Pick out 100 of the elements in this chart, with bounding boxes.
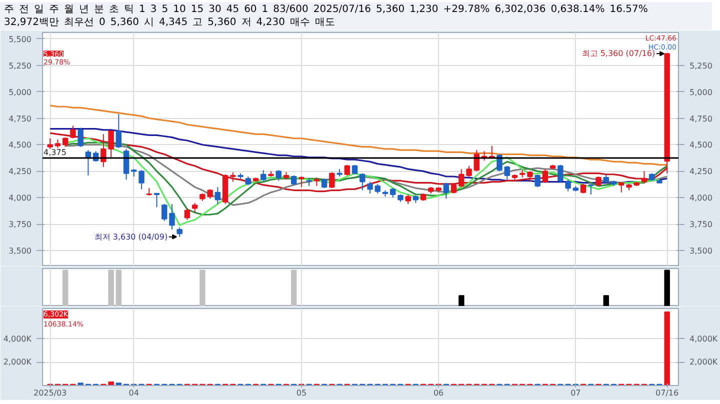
text: 5,360 [208,16,236,29]
y-tick-label: 4,750 [8,114,32,124]
bar [78,382,84,386]
candlestick [290,174,297,186]
text: 5 [162,3,168,16]
y-tick-label: 5,500 [8,34,32,44]
candlestick [443,182,450,200]
y2-tick-label: 5,000 [690,88,712,97]
y2-tick-label: 4,000 [690,194,712,203]
candlestick [496,154,502,172]
text: 초 [109,3,119,16]
text: 고 [192,16,203,29]
y-tick-label: 4,250 [8,167,32,176]
text: 32,972백만 [4,16,59,29]
text: 83/600 [273,3,308,16]
text: 0,638.14% [550,3,605,16]
text: 주 [4,3,14,16]
candlestick [230,172,236,182]
candlestick [154,192,160,208]
text: 매도 [314,16,335,29]
text: 6,302,036 [494,3,546,16]
y-tick-label: 3,750 [8,220,32,230]
x-tick-label: 07/16 [656,388,679,398]
x-tick-label: 05 [296,388,307,398]
candlestick [596,176,602,187]
candlestick [260,170,266,182]
text: 45 [226,3,240,16]
candlestick [70,125,76,139]
text: 전 [19,3,29,16]
candlestick [641,170,648,184]
text: 최우선 [64,16,94,29]
text: 0 [99,16,106,29]
candlestick [138,170,144,190]
candlestick [352,164,358,175]
candlestick [184,208,190,220]
candlestick [192,202,198,213]
y2-tick-label: 4,250 [690,167,712,176]
candlestick [374,183,380,194]
y2-tick-label: 3,750 [690,220,712,230]
candlestick [78,127,84,148]
y-tick-label: 4,000 [8,194,32,203]
ref-line-label: 4,375 [44,148,66,157]
text: 4,230 [256,16,285,29]
y2-tick-label: 2,000K [690,358,718,367]
candlestick [176,226,182,238]
candlestick [450,183,457,194]
y-tick-label: 2,000K [3,358,32,367]
candlestick [344,164,350,176]
text: 4,345 [159,16,188,29]
candlestick [367,181,373,194]
y2-tick-label: 4,500 [690,140,712,150]
y-tick-label: 5,250 [8,61,32,70]
candlestick [588,183,594,195]
candlestick [534,174,540,188]
y-tick-label: 4,000K [3,334,32,344]
text: 저 [241,16,252,29]
annotation: 최저 3,630 (04/09) [94,232,168,242]
candlestick [405,194,411,205]
text: +29.78% [443,3,490,16]
candlestick [169,204,175,230]
text: 30 [208,3,222,16]
candlestick [618,181,624,193]
text: 5,360 [376,3,405,16]
candlestick [329,172,335,189]
candlestick [298,176,304,188]
y2-tick-label: 4,750 [690,114,712,124]
candlestick [214,186,221,205]
candlestick [558,164,564,184]
candlestick [123,148,130,180]
candlestick [62,136,68,148]
candlestick [504,165,510,180]
x-tick-label: 2025/03 [34,388,67,398]
y2-tick-label: 4,000K [690,334,718,344]
x-tick-label: 04 [128,388,139,398]
candlestick [162,204,168,222]
text: 1,230 [410,3,438,16]
text: 15 [190,3,204,16]
candlestick [116,114,122,148]
text: 시 [144,16,154,29]
text: 매수 [290,16,310,29]
candlestick [47,138,53,150]
annotation: 최고 5,360 (07/16) [582,49,656,58]
text: 틱 [124,3,134,16]
text: 16.57% [610,3,648,16]
text: 1 [139,3,146,16]
text: 60 [244,3,257,16]
text: 분 [94,3,104,16]
x-tick-label: 06 [433,388,444,398]
bar [664,311,670,386]
candlestick [276,170,282,182]
candlestick [390,188,396,198]
text: 년 [79,3,89,16]
y-tick-label: 4,500 [8,140,32,150]
y2-tick-label: 5,250 [690,61,712,70]
text: 2025/07/16 [313,3,371,16]
y-tick-label: 5,000 [8,88,32,97]
candlestick [360,172,366,191]
text: 5,360 [110,16,140,29]
candlestick [565,179,571,192]
text: 주 [49,3,59,16]
